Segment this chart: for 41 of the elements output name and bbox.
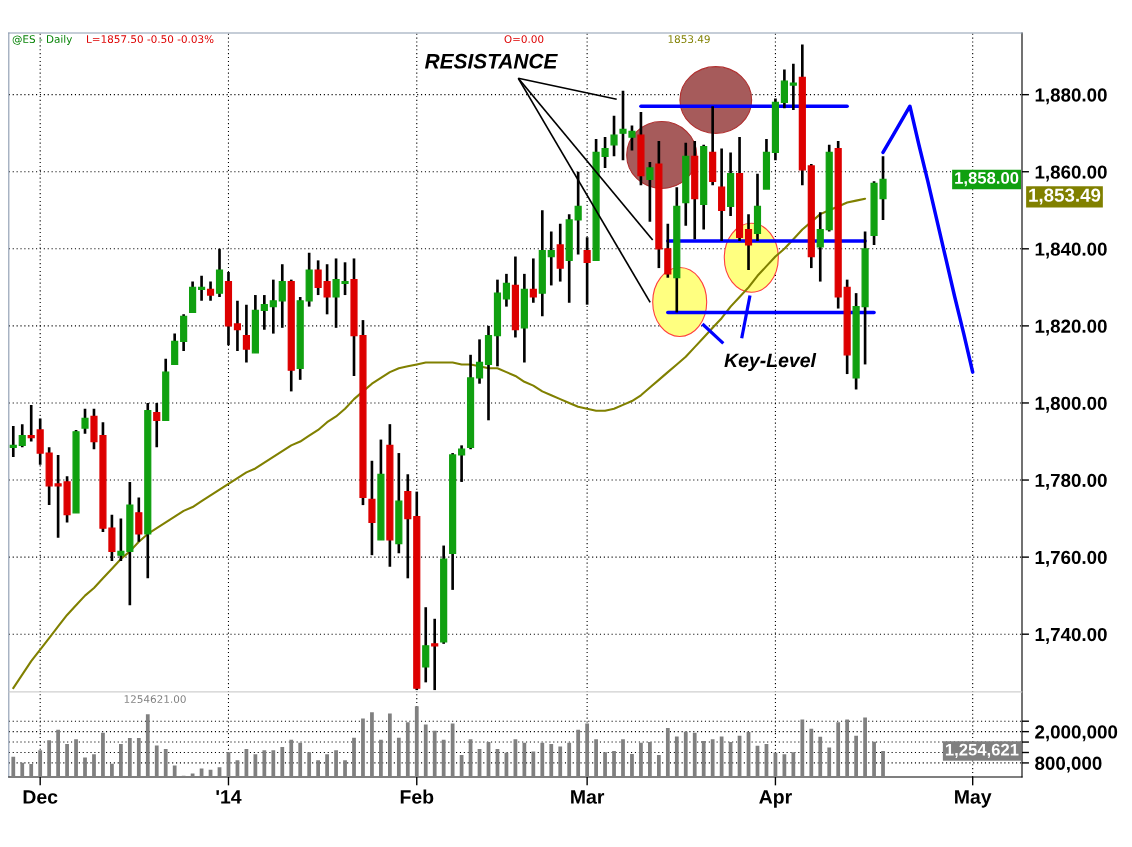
annotation: RESISTANCE [425, 53, 558, 69]
candlestick [9, 424, 17, 459]
annotation: 1853.49 [668, 35, 710, 44]
annotation: 1,858.00 [955, 172, 1019, 187]
y-tick-label: 1,740.00 [1035, 627, 1107, 644]
candlestick [646, 160, 654, 224]
text: 1,853.49 [1029, 188, 1101, 205]
y-tick-label: 1,760.00 [1035, 550, 1107, 567]
y-tick-label: 1,800.00 [1035, 396, 1107, 413]
y-tick-label: 1,780.00 [1035, 473, 1107, 490]
y-tick-label: 1,820.00 [1035, 319, 1107, 336]
x-tick-label: Feb [400, 789, 434, 804]
annotation: 1,254,621 [945, 743, 1019, 758]
x-tick-label: Dec [23, 790, 58, 804]
annotation: O=0.00 [504, 35, 544, 44]
candlestick [171, 332, 179, 366]
candlestick [744, 212, 753, 272]
candlestick [529, 257, 537, 305]
annotation: Key-Level [724, 352, 817, 372]
x-tick-label: May [955, 790, 992, 808]
candlestick [81, 407, 89, 436]
annotation: L=1857.50 -0.50 -0.03% [87, 35, 214, 44]
candlestick [18, 422, 26, 449]
candlestick [135, 496, 143, 544]
annotation: 1254621.00 [124, 695, 186, 704]
candlestick [610, 114, 618, 158]
y-tick-label: 1,860.00 [1035, 165, 1107, 182]
x-tick-label: Apr [759, 790, 792, 808]
y-tick-label: 1,840.00 [1035, 242, 1107, 259]
y-tick-label: 800,000 [1035, 756, 1102, 773]
line-series [12, 197, 867, 690]
x-tick-label: '14 [216, 790, 242, 804]
y-tick-label: 2,000,000 [1035, 725, 1118, 742]
candlestick [197, 274, 206, 303]
candlestick [206, 280, 215, 303]
candlestick [502, 272, 511, 308]
chart-title: @ES - Daily [12, 34, 73, 46]
y-tick-label: 1,880.00 [1035, 88, 1107, 105]
candlestick [458, 444, 466, 484]
x-tick-label: Mar [571, 790, 605, 804]
candlestick [475, 338, 484, 386]
